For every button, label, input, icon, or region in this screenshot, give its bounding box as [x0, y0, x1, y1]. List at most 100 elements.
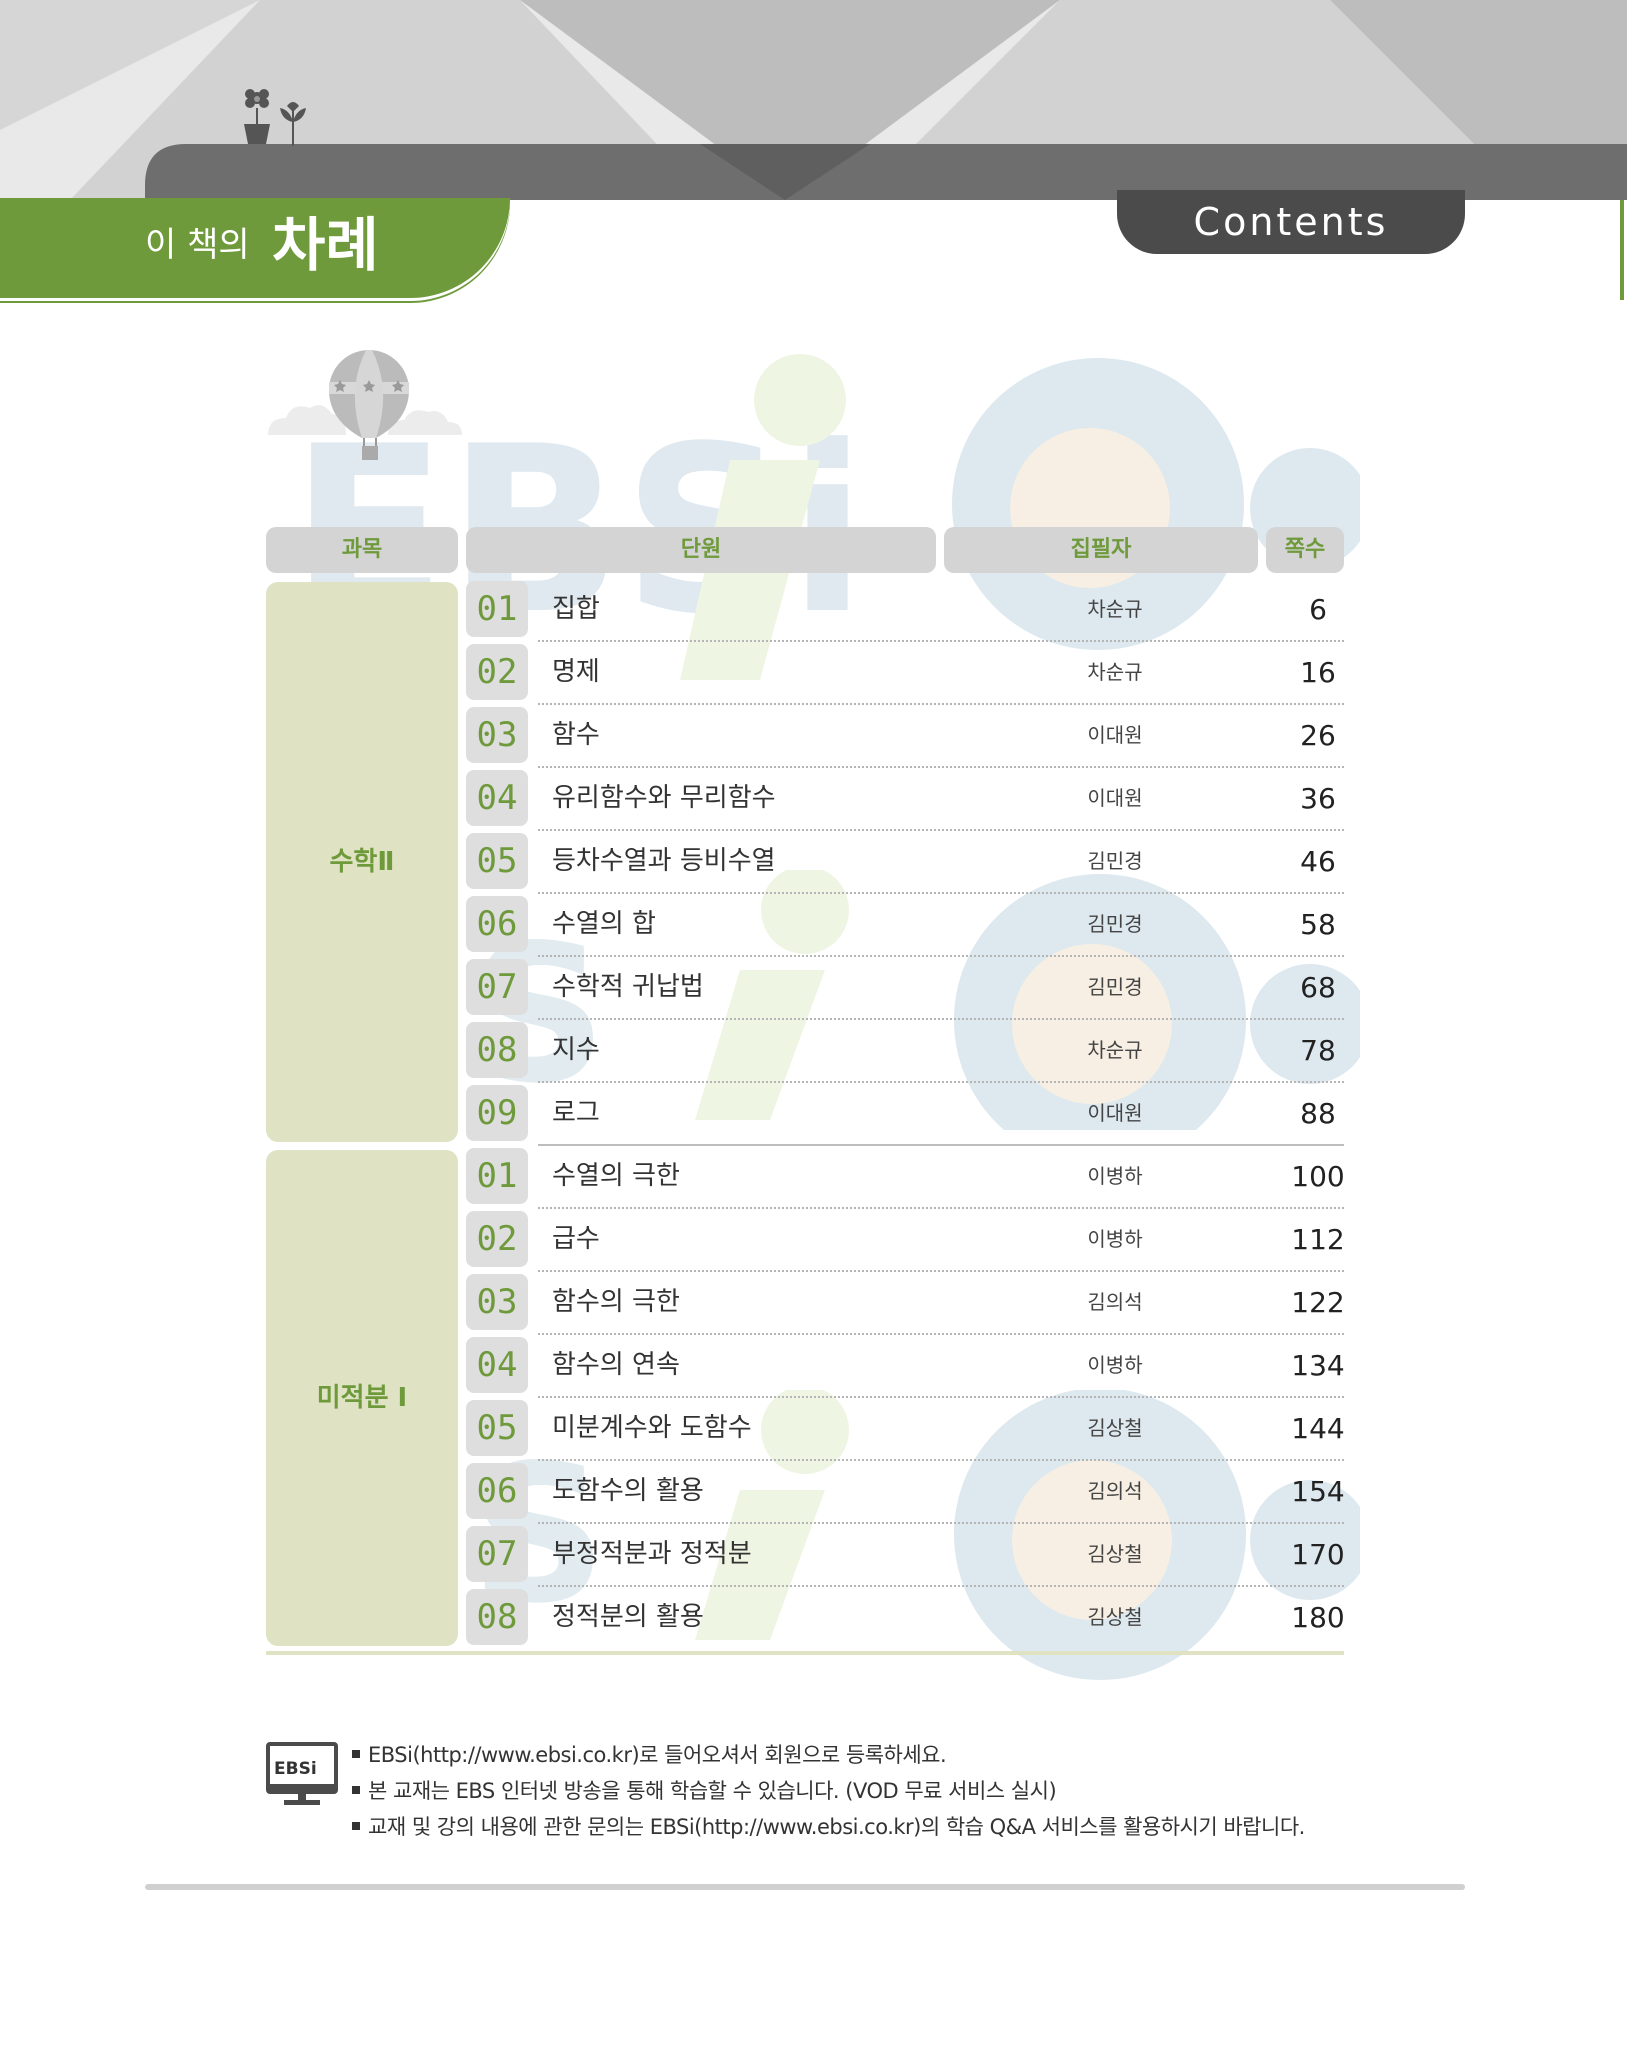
unit-author: 차순규 — [1087, 1038, 1143, 1062]
unit-author: 이병하 — [1087, 1353, 1143, 1377]
toc-row: 01 집합 차순규 6 — [466, 578, 1344, 642]
note-1: EBSi(http://www.ebsi.co.kr)로 들어오셔서 회원으로 … — [352, 1740, 947, 1770]
unit-page: 58 — [1300, 908, 1336, 941]
unit-title: 함수의 극한 — [552, 1287, 680, 1317]
unit-page: 122 — [1291, 1286, 1345, 1319]
row-divider — [538, 1522, 1344, 1524]
row-divider — [538, 1018, 1344, 1020]
unit-number: 08 — [466, 1589, 528, 1645]
unit-author: 이대원 — [1087, 1101, 1143, 1125]
unit-number: 03 — [466, 707, 528, 763]
toc-row: 08 정적분의 활용 김상철 180 — [466, 1586, 1345, 1649]
monitor-icon-label: EBSi — [274, 1759, 317, 1779]
edge-line — [1620, 200, 1624, 300]
header-background — [0, 0, 1627, 200]
unit-page: 134 — [1291, 1349, 1345, 1382]
unit-author: 김민경 — [1087, 975, 1143, 999]
row-divider — [538, 1081, 1344, 1083]
unit-number: 04 — [466, 1337, 528, 1393]
table-bottom-line — [266, 1651, 1344, 1655]
unit-title: 부정적분과 정적분 — [552, 1539, 752, 1569]
unit-title: 등차수열과 등비수열 — [552, 846, 776, 876]
group-box-calculus1 — [266, 1150, 458, 1646]
toc-row: 02 명제 차순규 16 — [466, 641, 1344, 705]
unit-author: 김상철 — [1087, 1542, 1143, 1566]
toc-row: 05 미분계수와 도함수 김상철 144 — [466, 1397, 1345, 1461]
unit-title: 미분계수와 도함수 — [552, 1413, 752, 1443]
unit-page: 78 — [1300, 1034, 1336, 1067]
unit-number: 04 — [466, 770, 528, 826]
unit-number: 06 — [466, 896, 528, 952]
cloud-icon — [268, 405, 346, 435]
row-divider — [538, 892, 1344, 894]
toc-row: 07 부정적분과 정적분 김상철 170 — [466, 1523, 1345, 1587]
page-title: 차례 — [272, 211, 379, 279]
unit-page: 100 — [1291, 1160, 1345, 1193]
unit-author: 김의석 — [1087, 1290, 1143, 1314]
unit-number: 07 — [466, 1526, 528, 1582]
toc-row: 07 수학적 귀납법 김민경 68 — [466, 956, 1344, 1020]
unit-page: 180 — [1291, 1601, 1345, 1634]
toc-row: 05 등차수열과 등비수열 김민경 46 — [466, 830, 1344, 894]
unit-author: 김의석 — [1087, 1479, 1143, 1503]
unit-page: 68 — [1300, 971, 1336, 1004]
unit-author: 김민경 — [1087, 912, 1143, 936]
row-divider — [538, 829, 1344, 831]
unit-number: 05 — [466, 1400, 528, 1456]
unit-number: 01 — [466, 1148, 528, 1204]
unit-author: 이대원 — [1087, 723, 1143, 747]
cloud-icon — [388, 410, 462, 435]
toc-row: 03 함수의 극한 김의석 122 — [466, 1271, 1345, 1335]
unit-page: 46 — [1300, 845, 1336, 878]
unit-number: 02 — [466, 1211, 528, 1267]
unit-author: 김민경 — [1087, 849, 1143, 873]
row-divider — [538, 640, 1344, 642]
row-divider — [538, 1585, 1344, 1587]
unit-number: 09 — [466, 1085, 528, 1141]
toc-row: 03 함수 이대원 26 — [466, 704, 1344, 768]
unit-title: 지수 — [552, 1035, 600, 1065]
unit-title: 로그 — [552, 1098, 600, 1128]
unit-title: 정적분의 활용 — [552, 1602, 704, 1632]
unit-title: 급수 — [552, 1224, 600, 1254]
contents-label: Contents — [1193, 200, 1389, 244]
unit-page: 26 — [1300, 719, 1336, 752]
column-header-unit: 단원 — [466, 527, 936, 573]
unit-author: 이대원 — [1087, 786, 1143, 810]
row-divider — [538, 1270, 1344, 1272]
unit-page: 144 — [1291, 1412, 1345, 1445]
group-label-calculus1: 미적분 Ⅰ — [316, 1383, 408, 1413]
unit-number: 05 — [466, 833, 528, 889]
row-divider — [538, 766, 1344, 768]
toc-row: 09 로그 이대원 88 — [466, 1082, 1344, 1146]
unit-number: 08 — [466, 1022, 528, 1078]
unit-title: 수열의 합 — [552, 909, 656, 939]
toc-row: 06 수열의 합 김민경 58 — [466, 893, 1344, 957]
monitor-icon: EBSi — [266, 1742, 338, 1805]
row-divider — [538, 1459, 1344, 1461]
row-divider — [538, 1396, 1344, 1398]
unit-title: 함수의 연속 — [552, 1350, 680, 1380]
unit-title: 유리함수와 무리함수 — [552, 783, 776, 813]
row-divider — [538, 1144, 1344, 1146]
column-header-subject: 과목 — [266, 527, 458, 573]
row-divider — [538, 703, 1344, 705]
unit-title: 수학적 귀납법 — [552, 972, 704, 1002]
title-tab — [0, 198, 510, 298]
unit-title: 명제 — [552, 657, 600, 687]
row-divider — [538, 1207, 1344, 1209]
unit-page: 170 — [1291, 1538, 1345, 1571]
group-label-math2: 수학Ⅱ — [329, 847, 395, 877]
unit-number: 03 — [466, 1274, 528, 1330]
unit-title: 도함수의 활용 — [552, 1476, 704, 1506]
sprout-icon — [280, 102, 306, 146]
bottom-rule — [145, 1884, 1465, 1890]
unit-author: 이병하 — [1087, 1227, 1143, 1251]
toc-row: 08 지수 차순규 78 — [466, 1019, 1344, 1083]
toc-row: 01 수열의 극한 이병하 100 — [466, 1145, 1345, 1209]
toc-row: 04 함수의 연속 이병하 134 — [466, 1334, 1345, 1398]
toc-row: 06 도함수의 활용 김의석 154 — [466, 1460, 1345, 1524]
unit-page: 154 — [1291, 1475, 1345, 1508]
toc-row: 02 급수 이병하 112 — [466, 1208, 1345, 1272]
